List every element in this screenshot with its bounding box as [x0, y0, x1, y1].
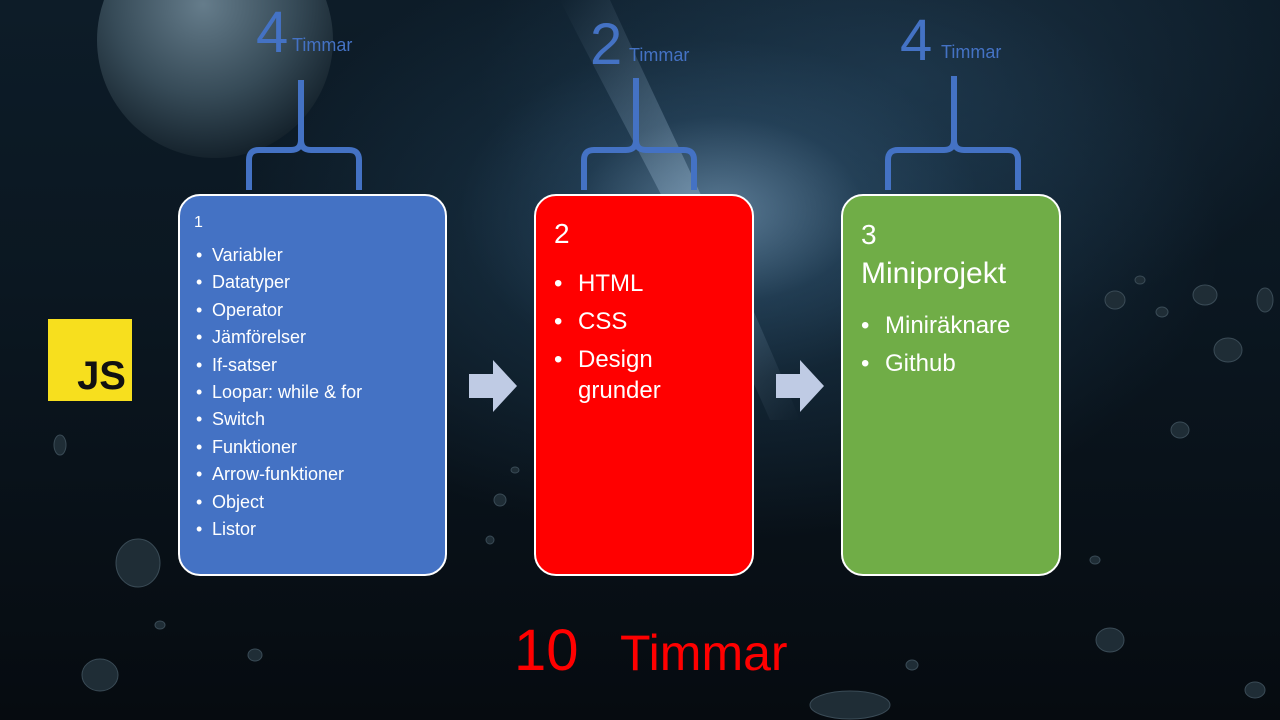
bullet-icon: •	[196, 409, 203, 430]
phase-3-title: Miniprojekt	[861, 257, 1007, 290]
phase-2-hours: 2	[590, 12, 623, 77]
topic-label: Loopar: while & for	[212, 382, 363, 403]
bullet-icon: •	[196, 382, 203, 403]
list-item: • Datatyper	[196, 269, 441, 296]
bullet-icon: •	[196, 519, 203, 540]
phase-3-topic-list: • Miniräknare • Github	[861, 310, 1056, 386]
topic-label: Arrow-funktioner	[212, 464, 345, 485]
topic-label: Switch	[212, 409, 266, 430]
phase-1-topic-list: • Variabler • Datatyper • Operator • Jämföre…	[196, 242, 441, 543]
total-hours: 10	[514, 618, 579, 683]
bullet-icon: •	[196, 272, 203, 293]
bullet-icon: •	[196, 299, 203, 320]
topic-label: Design grunder	[578, 346, 661, 404]
bullet-icon: •	[196, 436, 203, 457]
list-item: • Funktioner	[196, 434, 441, 461]
list-item: • Listor	[196, 516, 441, 543]
phase-2-card: 2 • HTML • CSS • Design grunder	[534, 194, 754, 576]
phase-3-number: 3	[861, 219, 877, 250]
list-item: • Arrow-funktioner	[196, 461, 441, 488]
topic-label: Object	[212, 491, 265, 512]
list-item: • Miniräknare	[861, 310, 1056, 341]
curly-brace-icon	[246, 80, 362, 190]
bullet-icon: •	[554, 308, 563, 335]
phase-1-number: 1	[194, 214, 203, 231]
list-item: • CSS	[554, 306, 749, 337]
phase-3-hours: 4	[900, 8, 933, 73]
phase-3-card: 3 Miniprojekt • Miniräknare • Github	[841, 194, 1061, 576]
topic-label: Listor	[212, 519, 257, 540]
phase-1-hours-unit: Timmar	[292, 35, 353, 55]
topic-label: HTML	[578, 270, 644, 297]
bullet-icon: •	[861, 312, 870, 339]
list-item: • Operator	[196, 297, 441, 324]
phase-1-card: 1 • Variabler • Datatyper • Operator • Jämfö…	[178, 194, 447, 576]
js-logo-text: JS	[77, 354, 126, 398]
list-item: • Jämförelser	[196, 324, 441, 351]
topic-label: Operator	[212, 299, 284, 320]
bullet-icon: •	[196, 245, 203, 265]
bullet-icon: •	[196, 491, 203, 512]
total-hours-unit: Timmar	[620, 625, 788, 681]
list-item: • Switch	[196, 406, 441, 433]
phase-2-topic-list: • HTML • CSS • Design grunder	[554, 268, 749, 413]
bullet-icon: •	[196, 464, 203, 485]
list-item: • Loopar: while & for	[196, 379, 441, 406]
topic-label: Variabler	[212, 245, 283, 265]
topic-label: Funktioner	[212, 436, 298, 457]
curly-brace-icon	[581, 78, 697, 190]
phase-3-hours-unit: Timmar	[941, 42, 1002, 62]
phase-1-hours: 4	[256, 0, 289, 65]
right-arrow-icon	[469, 360, 517, 412]
bullet-icon: •	[196, 327, 203, 348]
curly-brace-icon	[885, 76, 1021, 190]
bullet-icon: •	[554, 346, 563, 373]
list-item: • HTML	[554, 268, 749, 299]
list-item: • If-satser	[196, 352, 441, 379]
right-arrow-icon	[776, 360, 824, 412]
phase-2-number: 2	[554, 218, 570, 249]
list-item: • Object	[196, 489, 441, 516]
list-item: • Github	[861, 348, 1056, 379]
list-item: • Design grunder	[554, 344, 749, 406]
topic-label: Github	[885, 350, 956, 377]
topic-label: CSS	[578, 308, 628, 335]
bullet-icon: •	[554, 270, 563, 297]
list-item: • Variabler	[196, 242, 441, 269]
bullet-icon: •	[196, 354, 203, 375]
js-logo: JS	[48, 319, 132, 401]
bullet-icon: •	[861, 350, 870, 377]
topic-label: If-satser	[212, 354, 278, 375]
topic-label: Miniräknare	[885, 312, 1011, 339]
phase-2-hours-unit: Timmar	[629, 45, 690, 65]
topic-label: Datatyper	[212, 272, 291, 293]
topic-label: Jämförelser	[212, 327, 307, 348]
